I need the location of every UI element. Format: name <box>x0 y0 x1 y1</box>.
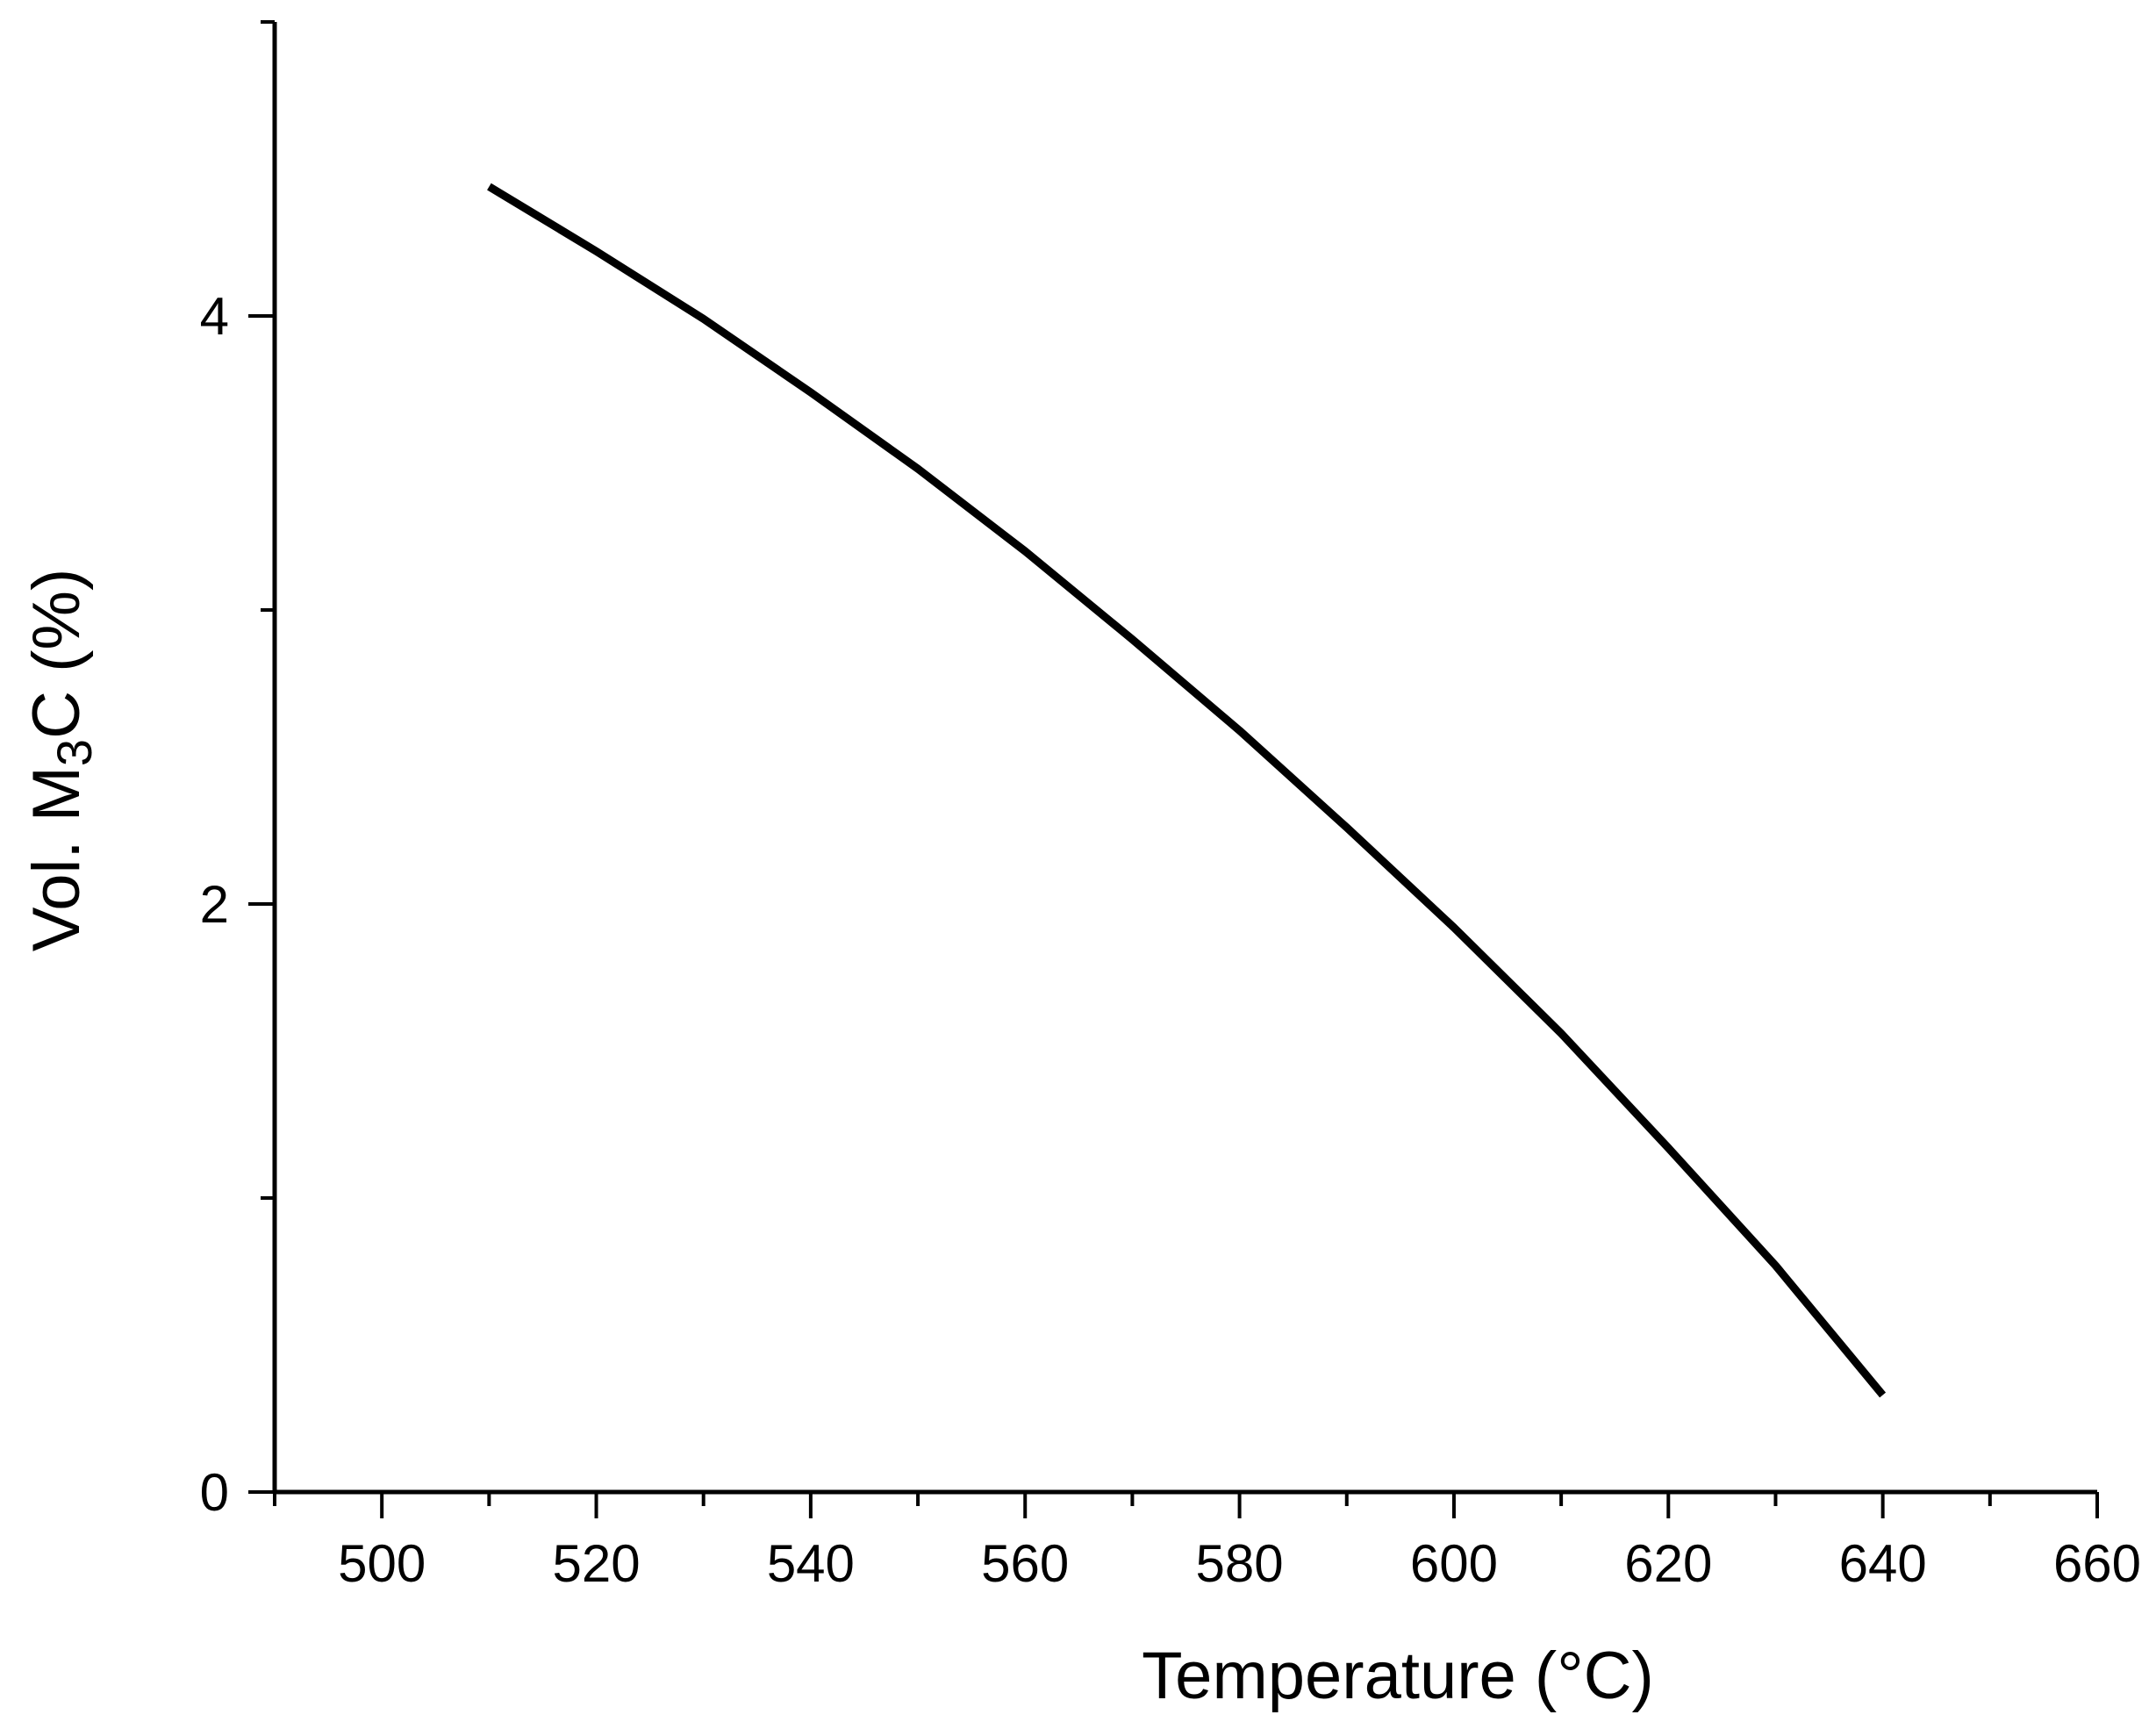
x-axis-title: Temperature (°C) <box>1142 1639 1654 1713</box>
x-tick-label: 540 <box>767 1534 855 1593</box>
y-axis-title-prefix: Vol. M <box>19 766 94 951</box>
y-axis: 0 2 4 <box>200 20 277 1522</box>
x-tick-label: 500 <box>338 1534 426 1593</box>
plot-area <box>487 183 1887 1398</box>
x-axis: 500 520 540 560 580 600 620 640 660 <box>273 1489 2141 1593</box>
x-tick-label: 600 <box>1410 1534 1498 1593</box>
x-tick-label: 560 <box>981 1534 1069 1593</box>
x-tick-label: 580 <box>1196 1534 1284 1593</box>
y-axis-title: Vol. M3C (%) <box>19 569 102 952</box>
y-tick-label: 0 <box>200 1463 229 1522</box>
series-line <box>487 183 1887 1398</box>
x-tick-label: 640 <box>1839 1534 1927 1593</box>
x-tick-label: 660 <box>2053 1534 2141 1593</box>
x-tick-label: 620 <box>1624 1534 1712 1593</box>
y-tick-label: 2 <box>200 875 229 934</box>
y-axis-title-subscript: 3 <box>47 739 102 766</box>
x-tick-label: 520 <box>552 1534 640 1593</box>
y-axis-title-suffix: C (%) <box>19 569 94 739</box>
y-tick-label: 4 <box>200 287 229 346</box>
